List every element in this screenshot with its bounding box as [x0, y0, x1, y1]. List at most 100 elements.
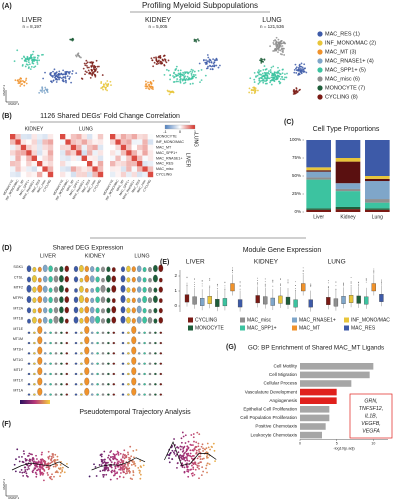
trajectory-cell: [181, 462, 183, 465]
trajectory-cell: [95, 475, 98, 477]
trajectory-cell: [202, 450, 204, 452]
heatmap-cell: [131, 166, 137, 172]
heatmap-cell: [110, 144, 116, 151]
umap-cell: [172, 91, 175, 94]
umap-cell: [272, 50, 275, 52]
umap-cell: [18, 82, 21, 84]
box: [326, 297, 331, 305]
umap-cell: [177, 69, 180, 72]
violin: [120, 275, 126, 283]
heatmap-cell: [26, 134, 32, 140]
trajectory-cell: [191, 472, 194, 475]
trajectory-cell: [113, 461, 116, 464]
outlier: [280, 278, 281, 280]
heatmap-cell: [60, 155, 66, 161]
trajectory-cell: [47, 450, 50, 453]
violin: [65, 383, 69, 386]
umap-cell: [85, 62, 88, 65]
trajectory-cell: [50, 459, 53, 462]
violin: [95, 315, 101, 324]
umap-cell: [21, 83, 24, 85]
umap-cell: [164, 58, 167, 61]
heatmap-cell: [126, 134, 132, 140]
heatmap-cell: [120, 134, 127, 140]
bar-segment: [365, 176, 390, 179]
violin: [120, 315, 126, 324]
outlier: [272, 281, 274, 283]
trajectory-cell: [119, 452, 122, 455]
trajectory-cell: [183, 457, 185, 460]
tissue-name: KIDNEY: [145, 17, 171, 24]
trajectory-cell: [190, 434, 193, 436]
umap-cell: [295, 67, 297, 70]
umap-cell: [71, 39, 74, 42]
trajectory-cell: [209, 448, 211, 451]
heatmap-cell: [120, 150, 127, 156]
umap-cell: [202, 59, 205, 62]
trajectory-cell: [133, 456, 135, 459]
legend-swatch: [188, 325, 193, 331]
umap-cell: [68, 78, 71, 80]
umap-cell: [153, 56, 155, 59]
violin: [143, 331, 146, 334]
violin: [54, 267, 58, 273]
bar-segment: [365, 208, 390, 210]
violin: [27, 341, 31, 345]
box: [285, 296, 291, 305]
umap-cell: [179, 79, 181, 81]
trajectory-cell: [181, 450, 184, 453]
colorbar-tick: 0: [179, 129, 182, 134]
trajectory-cell: [20, 469, 23, 471]
trajectory-cell: [59, 464, 62, 466]
heatmap-cell: [81, 150, 87, 156]
umap-cell: [278, 80, 281, 83]
umap-cell: [215, 64, 218, 67]
trajectory-cell: [194, 446, 197, 449]
umap-cell: [85, 71, 88, 74]
umap-cell: [24, 58, 27, 61]
panel-label: (E): [160, 259, 169, 266]
trajectory-cell: [123, 457, 126, 460]
bar-segment: [365, 181, 390, 200]
heatmap-cell: [131, 139, 137, 145]
box: [270, 297, 275, 306]
violin: [60, 352, 63, 355]
outlier: [224, 281, 226, 283]
trajectory-cell: [23, 452, 25, 455]
trajectory-cell: [197, 462, 200, 465]
violin: [32, 267, 37, 273]
heatmap-cell: [31, 134, 37, 140]
umap-cell: [195, 40, 198, 43]
violin: [127, 383, 130, 386]
umap-cell: [77, 54, 80, 57]
violin: [53, 286, 59, 293]
legend-label: MAC_SPP1+ (5): [325, 67, 366, 73]
umap-cell: [275, 41, 278, 44]
violin: [65, 352, 69, 355]
heatmap-cell: [110, 134, 116, 140]
violin: [48, 318, 53, 324]
heatmap-cell: [26, 161, 32, 167]
umap-cell: [169, 74, 172, 77]
heatmap-cell: [120, 161, 127, 167]
umap-cell: [265, 77, 268, 80]
outlier: [186, 284, 188, 286]
umap-cell: [46, 91, 49, 94]
heatmap-cell: [65, 139, 71, 145]
umap-cell: [190, 74, 193, 76]
umap-cell: [173, 71, 176, 74]
trajectory-cell: [55, 470, 58, 473]
trajectory-cell: [27, 466, 30, 468]
umap-cell: [281, 72, 284, 75]
umap-cell: [50, 80, 52, 83]
legend-swatch: [317, 49, 323, 55]
trajectory-cell: [191, 455, 194, 457]
panel-label: (A): [2, 3, 12, 10]
trajectory-cell: [15, 458, 17, 461]
umap-axis-label: UMAP 1: [8, 496, 19, 500]
violin: [37, 336, 43, 345]
violin: [74, 352, 78, 355]
outlier: [350, 277, 352, 278]
umap-cell: [25, 82, 28, 85]
violin: [48, 308, 53, 314]
